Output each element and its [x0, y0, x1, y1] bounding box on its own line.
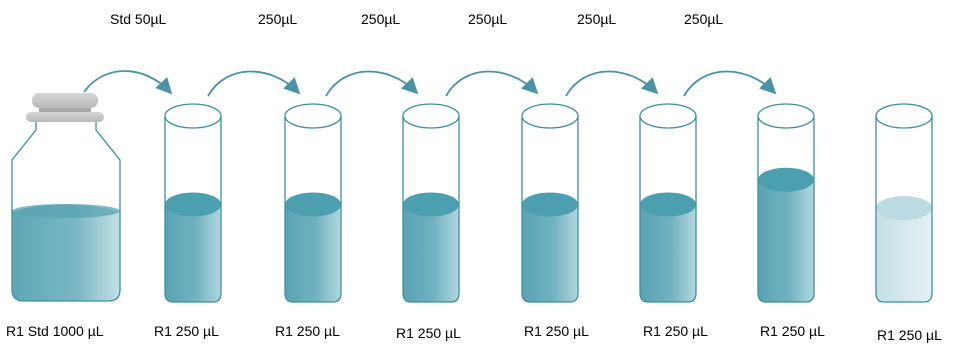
transfer-arrows [83, 70, 777, 97]
tube-rim [757, 103, 815, 129]
tube-outline [521, 116, 579, 303]
tube-liquid [876, 208, 932, 302]
tube-liquid-surface [403, 192, 459, 217]
tube-liquid [522, 204, 578, 302]
bottle-liquid [12, 204, 120, 301]
transfer-label-1: Std 50µL [110, 11, 167, 27]
container-label-bottle: R1 Std 1000 µL [6, 323, 104, 339]
container-label-tube-4: R1 250 µL [524, 323, 589, 339]
transfer-label-2: 250µL [258, 11, 297, 27]
tube-liquid [165, 204, 221, 302]
tube-liquid [640, 204, 696, 302]
test-tube-3 [402, 103, 460, 303]
bottle-liquid-surface [12, 204, 120, 218]
transfer-label-3: 250µL [361, 11, 400, 27]
tube-liquid-surface [285, 192, 341, 217]
tube-liquid-surface [522, 192, 578, 217]
transfer-arrow-3 [325, 70, 419, 97]
container-label-tube-2: R1 250 µL [275, 323, 340, 339]
tube-outline [757, 116, 815, 303]
tube-outline [875, 116, 933, 303]
tube-rack [164, 103, 933, 303]
tube-liquid-surface [165, 192, 221, 217]
test-tube-1 [164, 103, 222, 303]
tube-rim [164, 103, 222, 129]
tube-liquid-surface [876, 196, 932, 221]
tube-outline [402, 116, 460, 303]
bottle-outline [11, 122, 121, 302]
tube-rim [639, 103, 697, 129]
container-label-tube-5: R1 250 µL [643, 323, 708, 339]
test-tube-4 [521, 103, 579, 303]
stock-bottle [11, 93, 121, 302]
tube-outline [639, 116, 697, 303]
bottle-cap-ring [39, 108, 91, 113]
transfer-arrow-6 [683, 70, 777, 97]
container-label-tube-1: R1 250 µL [154, 323, 219, 339]
container-label-tube-7: R1 250 µL [877, 327, 942, 343]
test-tube-6 [757, 103, 815, 303]
tube-liquid [758, 179, 814, 302]
container-label-tube-6: R1 250 µL [760, 323, 825, 339]
tube-liquid-surface [640, 192, 696, 217]
transfer-arrow-4 [445, 70, 539, 97]
bottle-cap-bottom [26, 112, 104, 122]
transfer-label-4: 250µL [468, 11, 507, 27]
tube-rim [875, 103, 933, 129]
transfer-arrow-1 [83, 70, 173, 95]
transfer-arrow-2 [207, 70, 301, 97]
tube-rim [284, 103, 342, 129]
tube-liquid [403, 204, 459, 302]
tube-outline [284, 116, 342, 303]
bottle-cap-top [32, 93, 98, 108]
test-tube-2 [284, 103, 342, 303]
container-label-tube-3: R1 250 µL [396, 325, 461, 341]
transfer-arrow-5 [565, 70, 659, 97]
test-tube-5 [639, 103, 697, 303]
tube-rim [521, 103, 579, 129]
tube-outline [164, 116, 222, 303]
tube-rim [402, 103, 460, 129]
tube-liquid [285, 204, 341, 302]
test-tube-7 [875, 103, 933, 303]
tube-liquid-surface [758, 167, 814, 192]
transfer-label-5: 250µL [577, 11, 616, 27]
transfer-label-6: 250µL [684, 11, 723, 27]
